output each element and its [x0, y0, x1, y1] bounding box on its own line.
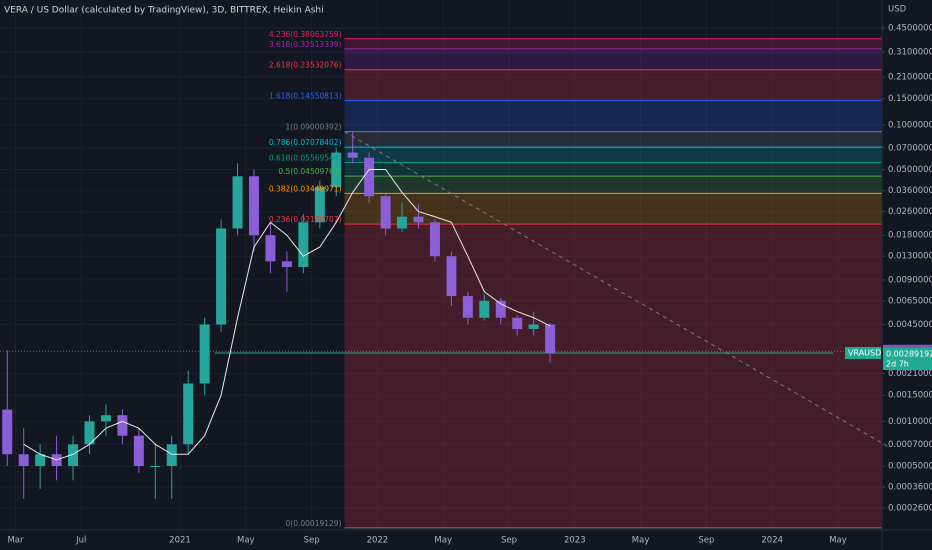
candle-body — [18, 454, 29, 466]
candle-body — [249, 176, 259, 236]
fib-band — [344, 48, 882, 70]
candle-body — [281, 261, 292, 267]
candle-body — [446, 256, 457, 297]
fib-level-label: 3.618(0.32513339) — [269, 40, 342, 49]
x-tick-label: Sep — [304, 536, 320, 546]
fib-level-label: 0.786(0.07078402) — [269, 138, 342, 147]
x-tick-label: 2021 — [169, 536, 191, 546]
candle-body — [413, 216, 424, 223]
candle-body — [397, 216, 408, 229]
moving-average — [23, 168, 551, 461]
x-tick-label: Jul — [75, 536, 86, 546]
x-tick-label: May — [829, 536, 847, 546]
candle-body — [100, 415, 111, 422]
trend-line — [344, 131, 888, 447]
candle-body — [166, 444, 177, 466]
fib-band — [344, 131, 882, 148]
fib-band — [344, 100, 882, 132]
fib-level-label: 1.618(0.14550813) — [269, 92, 342, 101]
candle-body — [364, 157, 375, 197]
candle-body — [150, 465, 161, 467]
candle-body — [2, 409, 13, 455]
fib-band — [344, 162, 882, 177]
fib-level-label: 1(0.09000392) — [286, 123, 342, 132]
y-axis-label: USD — [888, 5, 907, 15]
candle-body — [84, 421, 95, 445]
candle-body — [462, 296, 473, 318]
fib-band — [344, 147, 882, 163]
fib-level-label: 0.5(0.04509761) — [278, 167, 341, 176]
x-tick-label: May — [434, 536, 452, 546]
countdown-label: 2d 7h — [886, 359, 909, 368]
candle-body — [512, 317, 523, 329]
chart-title: VERA / US Dollar (calculated by TradingV… — [4, 6, 324, 16]
last-price-tag — [883, 347, 932, 370]
x-tick-label: May — [237, 536, 255, 546]
candle-body — [216, 228, 227, 325]
fib-level-label: 0.236(0.02138707) — [269, 215, 342, 224]
candle-body — [331, 152, 342, 188]
candle-body — [183, 383, 194, 445]
x-tick-label: May — [632, 536, 650, 546]
x-tick-label: Sep — [698, 536, 714, 546]
x-tick-label: 2022 — [367, 536, 389, 546]
candle-body — [479, 300, 490, 318]
candle-body — [117, 415, 128, 436]
symbol-label: VRAUSD — [848, 348, 881, 357]
candle-body — [528, 324, 539, 329]
fib-level-label: 0(0.00019129) — [286, 519, 342, 528]
last-price-label: 0.00289192 — [886, 349, 932, 358]
fib-level-label: 0.618(0.05569549) — [269, 154, 342, 163]
fib-level-label: 2.618(0.23532076) — [269, 61, 342, 70]
fib-band — [344, 38, 882, 49]
candle-body — [68, 444, 79, 466]
y-tick-label: 0.00026000 — [888, 504, 932, 514]
candle-body — [314, 187, 325, 223]
symbol-tag — [845, 346, 881, 359]
x-tick-label: Mar — [7, 536, 24, 546]
candle-body — [429, 222, 440, 257]
x-tick-label: 2024 — [761, 536, 783, 546]
candle-body — [380, 196, 391, 229]
fib-level-label: 0.382(0.03449971) — [269, 184, 342, 193]
fib-band — [344, 224, 882, 528]
candle-body — [133, 435, 144, 466]
candle-body — [35, 454, 46, 466]
fib-level-label: 4.236(0.38063759) — [269, 30, 342, 39]
x-tick-label: Sep — [501, 536, 517, 546]
candle-body — [545, 324, 556, 353]
fib-band — [344, 193, 882, 225]
candle-body — [347, 152, 358, 158]
x-tick-label: 2023 — [564, 536, 586, 546]
candle-body — [265, 235, 276, 262]
candle-body — [495, 300, 506, 318]
fib-band — [344, 176, 882, 194]
candle-body — [298, 222, 309, 267]
fib-band — [344, 69, 882, 101]
candle-body — [232, 176, 243, 229]
candle-body — [199, 324, 210, 384]
